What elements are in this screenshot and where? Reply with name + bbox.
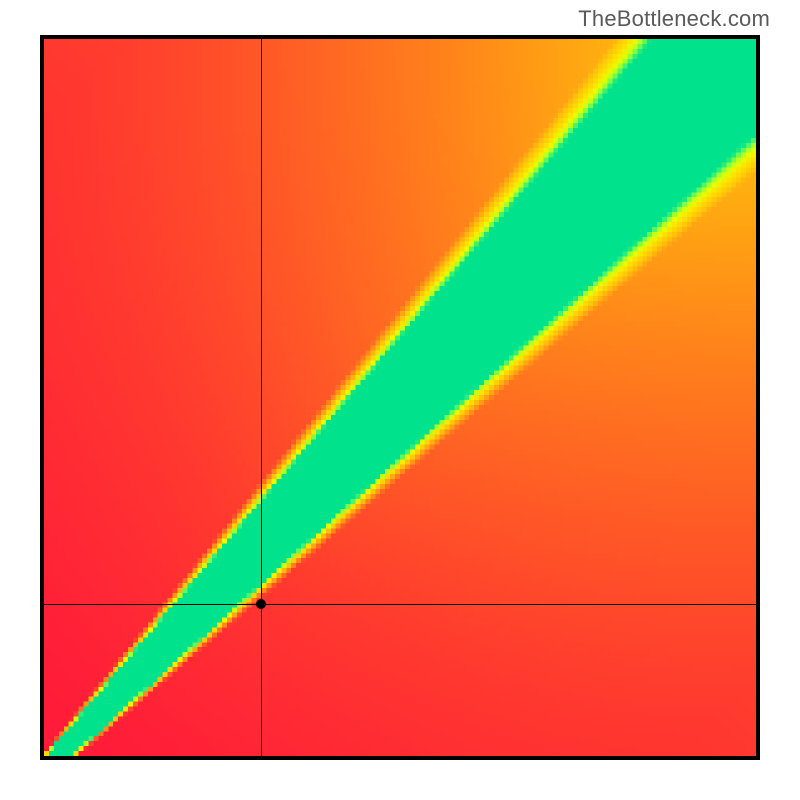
- crosshair-vertical: [261, 39, 262, 756]
- crosshair-horizontal: [44, 604, 756, 605]
- marker-dot: [256, 599, 266, 609]
- plot-frame: [40, 35, 760, 760]
- chart-container: TheBottleneck.com: [0, 0, 800, 800]
- heatmap-canvas: [44, 39, 756, 756]
- watermark-text: TheBottleneck.com: [578, 6, 770, 32]
